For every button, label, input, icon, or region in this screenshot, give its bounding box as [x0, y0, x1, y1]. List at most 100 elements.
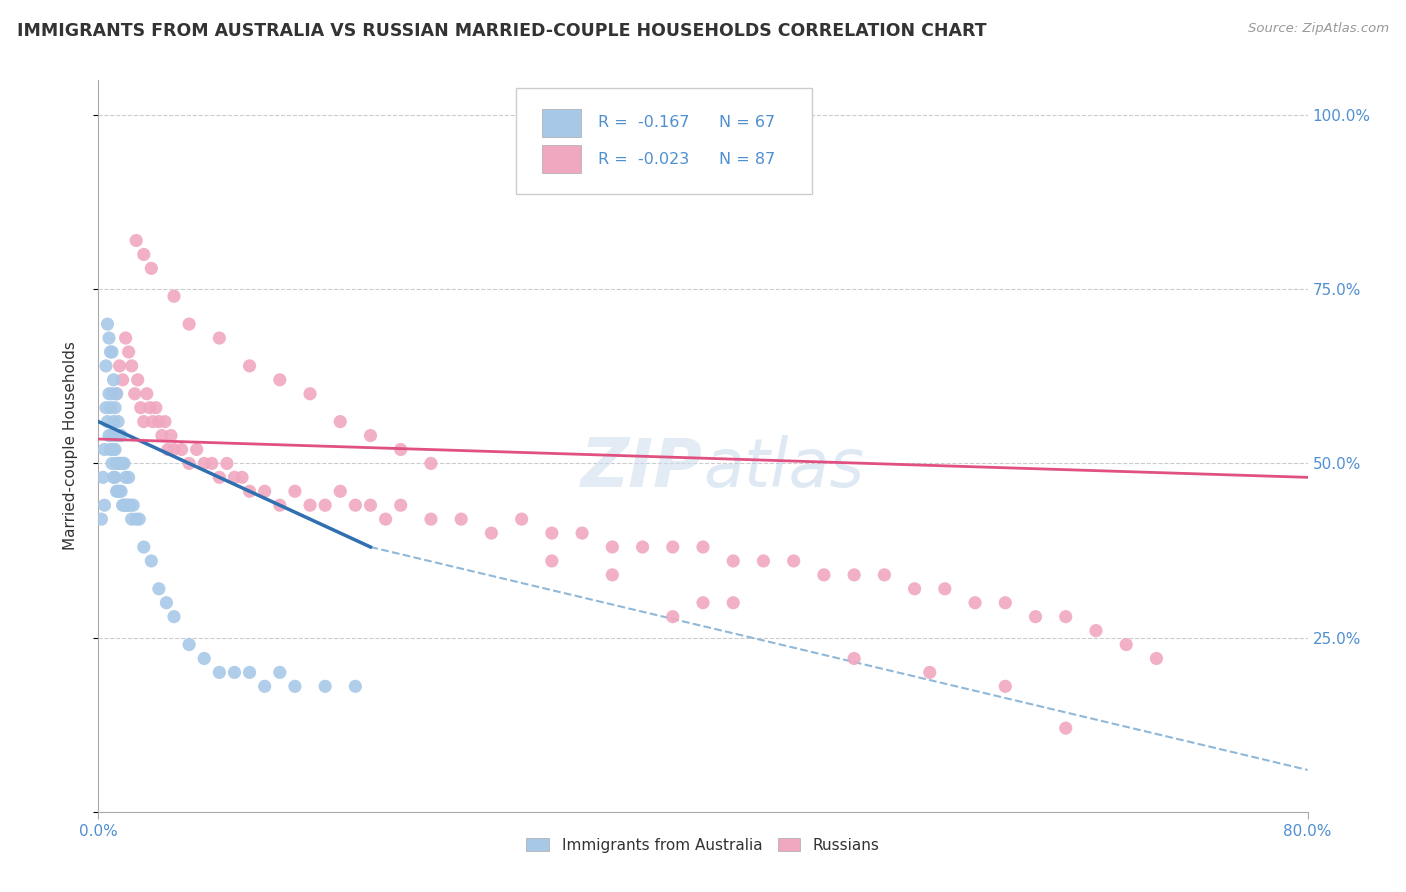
Point — [179, 638, 201, 652]
Point — [1054, 721, 1077, 735]
Bar — [543, 109, 581, 136]
Point — [965, 596, 987, 610]
Point — [1144, 651, 1167, 665]
Point — [129, 401, 152, 415]
Point — [112, 498, 135, 512]
Point — [105, 484, 128, 499]
Point — [904, 582, 927, 596]
Point — [93, 498, 115, 512]
Point — [540, 554, 562, 568]
Point — [215, 457, 238, 471]
Point — [100, 401, 122, 415]
Text: N = 67: N = 67 — [718, 115, 775, 130]
Point — [125, 512, 148, 526]
Point — [186, 442, 208, 457]
Point — [148, 415, 170, 429]
Point — [661, 609, 683, 624]
Point — [692, 596, 714, 610]
Point — [844, 651, 866, 665]
Point — [100, 442, 122, 457]
Point — [110, 428, 132, 442]
Point — [163, 442, 186, 457]
Point — [108, 359, 131, 373]
Point — [103, 470, 125, 484]
Point — [105, 386, 128, 401]
Point — [118, 345, 141, 359]
Point — [107, 484, 129, 499]
Point — [107, 415, 129, 429]
Point — [103, 373, 125, 387]
Point — [631, 540, 654, 554]
Text: R =  -0.167: R = -0.167 — [598, 115, 689, 130]
Point — [344, 679, 367, 693]
Point — [105, 428, 128, 442]
Point — [193, 651, 215, 665]
Point — [1054, 609, 1077, 624]
Point — [934, 582, 956, 596]
Point — [813, 567, 835, 582]
Point — [135, 386, 157, 401]
Point — [299, 386, 322, 401]
Point — [510, 512, 533, 526]
Point — [122, 498, 145, 512]
Point — [127, 373, 149, 387]
Point — [239, 484, 262, 499]
Point — [145, 401, 167, 415]
Point — [114, 470, 136, 484]
Point — [723, 596, 745, 610]
Point — [98, 331, 121, 345]
Point — [132, 247, 155, 261]
Point — [111, 498, 134, 512]
Point — [110, 484, 132, 499]
Point — [108, 457, 131, 471]
Point — [284, 679, 307, 693]
Point — [96, 317, 118, 331]
Point — [124, 386, 146, 401]
Point — [104, 401, 127, 415]
Point — [994, 596, 1017, 610]
Point — [125, 234, 148, 248]
Point — [374, 512, 396, 526]
Point — [118, 498, 141, 512]
Point — [873, 567, 896, 582]
Point — [170, 442, 193, 457]
Point — [201, 457, 224, 471]
Point — [602, 540, 624, 554]
Point — [994, 679, 1017, 693]
Point — [96, 415, 118, 429]
Point — [132, 415, 155, 429]
Point — [450, 512, 472, 526]
Point — [269, 373, 291, 387]
Point — [101, 457, 124, 471]
Point — [110, 457, 132, 471]
Point — [752, 554, 775, 568]
Point — [105, 457, 128, 471]
Point — [132, 540, 155, 554]
Point — [179, 317, 201, 331]
Point — [103, 415, 125, 429]
Point — [1024, 609, 1046, 624]
Point — [1115, 638, 1137, 652]
Text: IMMIGRANTS FROM AUSTRALIA VS RUSSIAN MARRIED-COUPLE HOUSEHOLDS CORRELATION CHART: IMMIGRANTS FROM AUSTRALIA VS RUSSIAN MAR… — [17, 22, 987, 40]
Point — [108, 428, 131, 442]
Point — [723, 554, 745, 568]
Point — [224, 470, 246, 484]
Y-axis label: Married-couple Households: Married-couple Households — [63, 342, 77, 550]
Point — [253, 484, 276, 499]
Point — [155, 596, 177, 610]
Point — [148, 582, 170, 596]
Point — [540, 526, 562, 541]
Point — [269, 498, 291, 512]
Point — [153, 415, 176, 429]
Point — [114, 331, 136, 345]
Point — [93, 442, 115, 457]
Point — [98, 386, 121, 401]
Text: ZIP: ZIP — [581, 435, 703, 501]
Point — [91, 470, 114, 484]
Point — [389, 498, 412, 512]
Point — [918, 665, 941, 680]
Point — [179, 457, 201, 471]
Point — [94, 359, 117, 373]
Point — [142, 415, 165, 429]
Point — [121, 359, 143, 373]
